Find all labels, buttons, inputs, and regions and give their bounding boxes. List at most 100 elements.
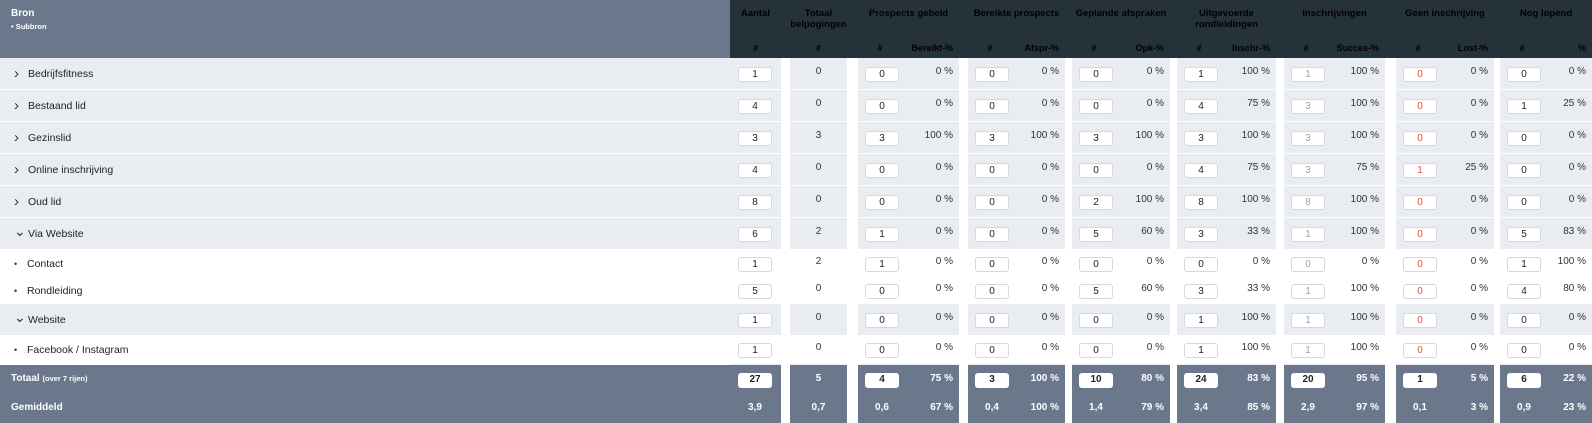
count-value[interactable]: 1 — [1291, 67, 1325, 82]
count-value[interactable]: 0 — [1184, 256, 1218, 272]
count-value[interactable]: 0 — [1403, 67, 1437, 82]
count-value[interactable]: 0 — [1403, 227, 1437, 242]
count-value[interactable]: 0 — [1079, 163, 1113, 178]
count-value[interactable]: 4 — [1507, 283, 1541, 299]
count-value[interactable]: 0 — [1079, 67, 1113, 82]
count-value[interactable]: 4 — [1184, 163, 1218, 178]
count-value[interactable]: 1 — [1291, 343, 1325, 358]
count-value[interactable]: 3 — [975, 131, 1009, 146]
count-value[interactable]: 0 — [865, 313, 899, 328]
table-row[interactable]: ⌄ Via Website 6 2 1 0 % 0 0 % 5 60 % 3 33 % 1 100 % 0 0… — [0, 218, 1592, 250]
count-value[interactable]: 0 — [1403, 256, 1437, 272]
count-value[interactable]: 0 — [865, 163, 899, 178]
table-row[interactable]: ⌄ Website 1 0 0 0 % 0 0 % 0 0 % 1 100 % 1 100 % 0 0 % 0 0… — [0, 304, 1592, 336]
chevron-right-icon[interactable]: › — [14, 161, 19, 178]
count-value[interactable]: 0 — [865, 195, 899, 210]
count-value[interactable]: 8 — [1184, 195, 1218, 210]
count-value[interactable]: 0 — [1403, 313, 1437, 328]
count-value[interactable]: 0 — [865, 99, 899, 114]
count-value[interactable]: 0 — [1507, 313, 1541, 328]
aantal-value[interactable]: 1 — [738, 313, 772, 328]
count-value[interactable]: 2 — [1079, 195, 1113, 210]
count-value[interactable]: 0 — [1507, 131, 1541, 146]
count-value[interactable]: 0 — [1507, 67, 1541, 82]
count-value[interactable]: 0 — [1079, 343, 1113, 358]
count-value[interactable]: 1 — [1507, 99, 1541, 114]
count-value[interactable]: 3 — [1291, 99, 1325, 114]
count-value[interactable]: 0 — [1079, 99, 1113, 114]
table-row[interactable]: › Bedrijfsfitness 1 0 0 0 % 0 0 % 0 0 % 1 100 % 1 100… — [0, 58, 1592, 90]
aantal-value[interactable]: 1 — [738, 67, 772, 82]
count-value[interactable]: 5 — [1079, 227, 1113, 242]
count-value[interactable]: 0 — [1291, 256, 1325, 272]
count-value[interactable]: 0 — [1403, 195, 1437, 210]
count-value[interactable]: 0 — [975, 99, 1009, 114]
count-value[interactable]: 3 — [865, 131, 899, 146]
count-value[interactable]: 0 — [1403, 99, 1437, 114]
count-value[interactable]: 3 — [1184, 227, 1218, 242]
count-value[interactable]: 0 — [1403, 131, 1437, 146]
row-label[interactable]: › Bedrijfsfitness — [14, 65, 93, 82]
count-value[interactable]: 3 — [1184, 283, 1218, 299]
table-row[interactable]: › Bestaand lid 4 0 0 0 % 0 0 % 0 0 % 4 75 % 3 100 % 0 0… — [0, 90, 1592, 122]
count-value[interactable]: 1 — [865, 227, 899, 242]
count-value[interactable]: 0 — [975, 227, 1009, 242]
count-value[interactable]: 8 — [1291, 195, 1325, 210]
aantal-value[interactable]: 1 — [738, 256, 772, 272]
count-value[interactable]: 1 — [1291, 227, 1325, 242]
count-value[interactable]: 1 — [1291, 283, 1325, 299]
row-label[interactable]: ⌄ Website — [14, 310, 66, 327]
count-value[interactable]: 0 — [1079, 313, 1113, 328]
count-value[interactable]: 0 — [1403, 343, 1437, 358]
count-value[interactable]: 0 — [865, 343, 899, 358]
count-value[interactable]: 1 — [865, 256, 899, 272]
count-value[interactable]: 0 — [865, 283, 899, 299]
row-label[interactable]: › Oud lid — [14, 193, 61, 210]
count-value[interactable]: 0 — [865, 67, 899, 82]
aantal-value[interactable]: 8 — [738, 195, 772, 210]
chevron-right-icon[interactable]: › — [14, 65, 19, 82]
aantal-value[interactable]: 3 — [738, 131, 772, 146]
row-label[interactable]: › Online inschrijving — [14, 161, 113, 178]
aantal-value[interactable]: 4 — [738, 99, 772, 114]
count-value[interactable]: 3 — [1079, 131, 1113, 146]
aantal-value[interactable]: 4 — [738, 163, 772, 178]
chevron-down-icon[interactable]: ⌄ — [14, 223, 26, 239]
chevron-right-icon[interactable]: › — [14, 129, 19, 146]
table-row[interactable]: › Oud lid 8 0 0 0 % 0 0 % 2 100 % 8 100 % 8 100 % 0 0 %… — [0, 186, 1592, 218]
count-value[interactable]: 1 — [1184, 313, 1218, 328]
table-row[interactable]: • Facebook / Instagram 1 0 0 0 % 0 0 % 0 0 % 1 100 … — [0, 336, 1592, 364]
count-value[interactable]: 3 — [1291, 163, 1325, 178]
count-value[interactable]: 0 — [975, 343, 1009, 358]
count-value[interactable]: 1 — [1507, 256, 1541, 272]
count-value[interactable]: 1 — [1184, 67, 1218, 82]
table-row[interactable]: › Gezinslid 3 3 3 100 % 3 100 % 3 100 % 3 100 % 3 100… — [0, 122, 1592, 154]
count-value[interactable]: 0 — [1403, 283, 1437, 299]
count-value[interactable]: 0 — [1507, 163, 1541, 178]
row-label[interactable]: ⌄ Via Website — [14, 223, 84, 241]
aantal-value[interactable]: 6 — [738, 227, 772, 242]
count-value[interactable]: 0 — [1507, 195, 1541, 210]
count-value[interactable]: 1 — [1403, 163, 1437, 178]
count-value[interactable]: 0 — [975, 67, 1009, 82]
count-value[interactable]: 3 — [1291, 131, 1325, 146]
count-value[interactable]: 0 — [1079, 256, 1113, 272]
row-label[interactable]: › Gezinslid — [14, 129, 71, 146]
aantal-value[interactable]: 5 — [738, 283, 772, 299]
count-value[interactable]: 1 — [1291, 313, 1325, 328]
table-row[interactable]: • Contact 1 2 1 0 % 0 0 % 0 0 % 0 0 % 0 0 % 0 0 % 1 100 % — [0, 250, 1592, 277]
aantal-value[interactable]: 1 — [738, 343, 772, 358]
count-value[interactable]: 3 — [1184, 131, 1218, 146]
count-value[interactable]: 0 — [975, 195, 1009, 210]
chevron-right-icon[interactable]: › — [14, 193, 19, 210]
table-row[interactable]: › Online inschrijving 4 0 0 0 % 0 0 % 0 0 % 4 75 % 3… — [0, 154, 1592, 186]
count-value[interactable]: 5 — [1507, 227, 1541, 242]
count-value[interactable]: 4 — [1184, 99, 1218, 114]
count-value[interactable]: 0 — [975, 256, 1009, 272]
chevron-right-icon[interactable]: › — [14, 97, 19, 114]
count-value[interactable]: 0 — [975, 163, 1009, 178]
count-value[interactable]: 0 — [975, 313, 1009, 328]
count-value[interactable]: 1 — [1184, 343, 1218, 358]
count-value[interactable]: 0 — [1507, 343, 1541, 358]
count-value[interactable]: 5 — [1079, 283, 1113, 299]
